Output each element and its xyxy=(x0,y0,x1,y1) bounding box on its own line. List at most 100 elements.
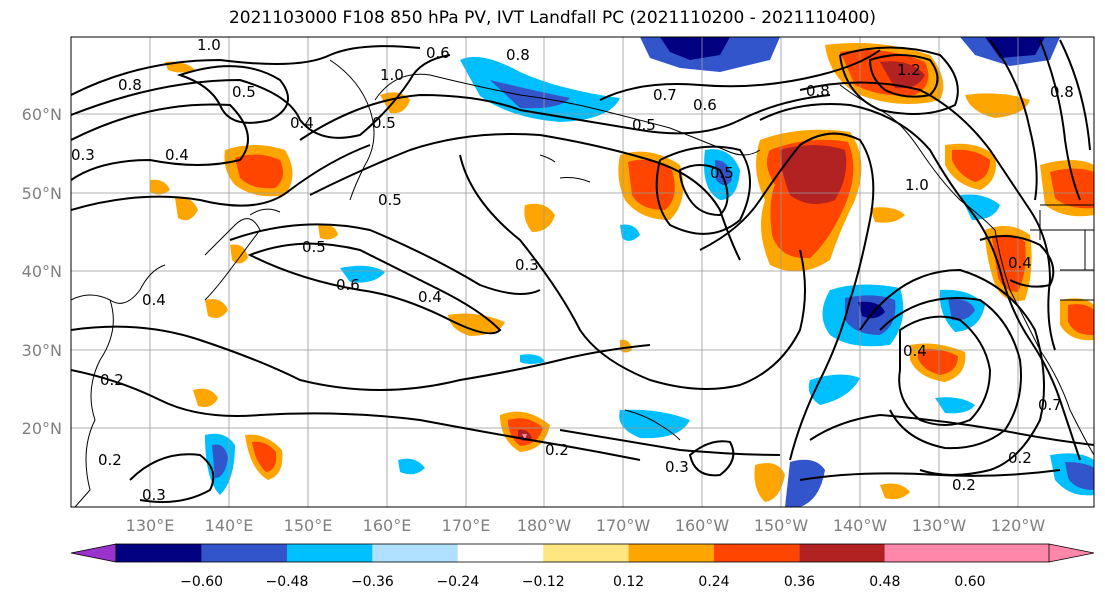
colorbar-segment xyxy=(116,544,202,562)
colorbar-label: 0.36 xyxy=(784,574,815,590)
contour-label: 0.8 xyxy=(506,46,530,64)
positive-anomaly-region xyxy=(780,145,847,204)
contour-label: 0.3 xyxy=(71,146,95,164)
colorbar-segment xyxy=(799,544,885,562)
contour-label: 0.4 xyxy=(903,342,927,360)
contour-label: 0.8 xyxy=(1050,83,1074,101)
negative-anomaly-region xyxy=(620,224,640,241)
positive-anomaly-region xyxy=(880,483,910,500)
contour-label: 1.0 xyxy=(197,36,221,54)
negative-anomaly-region xyxy=(808,374,860,405)
negative-anomaly-region xyxy=(785,459,825,507)
negative-anomaly-region xyxy=(212,444,228,478)
positive-anomaly-region xyxy=(1050,168,1094,209)
colorbar-segment xyxy=(287,544,373,562)
negative-anomaly-region xyxy=(935,397,975,414)
contour-label: 0.4 xyxy=(418,288,442,306)
contour-label: 0.5 xyxy=(232,83,256,101)
colorbar-label: 0.24 xyxy=(698,574,729,590)
contour-label: 1.2 xyxy=(897,61,921,79)
colorbar-segment xyxy=(543,544,629,562)
contour-label: 0.2 xyxy=(100,371,124,389)
coastlines xyxy=(71,59,1094,507)
map-title: 2021103000 F108 850 hPa PV, IVT Landfall… xyxy=(228,8,876,28)
latitude-label: 60°N xyxy=(22,105,62,124)
contour-label: 0.2 xyxy=(98,451,122,469)
contour-label: 0.7 xyxy=(653,86,677,104)
positive-anomaly-region xyxy=(522,434,527,440)
contour-label: 0.4 xyxy=(1008,254,1032,272)
latitude-label: 20°N xyxy=(22,419,62,438)
contour-label: 0.3 xyxy=(665,458,689,476)
negative-anomaly-region xyxy=(398,458,425,475)
contour-label: 0.5 xyxy=(302,238,326,256)
positive-anomaly-region xyxy=(175,197,198,221)
positive-anomaly-region xyxy=(193,388,218,407)
contour-label: 0.8 xyxy=(806,82,830,100)
positive-anomaly-region xyxy=(318,224,338,240)
pv-contours xyxy=(71,39,1094,503)
longitude-label: 130°E xyxy=(126,516,175,535)
contour-label: 0.2 xyxy=(545,441,569,459)
contour-label: 0.6 xyxy=(426,44,450,62)
longitude-label: 170°E xyxy=(442,516,491,535)
colorbar-label: −0.48 xyxy=(266,574,309,590)
contour-label: 0.7 xyxy=(1038,396,1062,414)
contour-label: 0.4 xyxy=(290,114,314,132)
negative-anomaly-region xyxy=(1065,462,1094,490)
latitude-labels: 60°N 50°N 40°N 30°N 20°N xyxy=(22,105,62,438)
longitude-label: 120°W xyxy=(991,516,1046,535)
longitude-label: 150°E xyxy=(284,516,333,535)
negative-anomaly-region xyxy=(490,80,570,109)
colorbar-label: −0.12 xyxy=(522,574,565,590)
contour-label: 1.0 xyxy=(905,176,929,194)
contour-label: 0.5 xyxy=(632,116,656,134)
positive-anomaly-region xyxy=(165,61,195,73)
latitude-label: 30°N xyxy=(22,341,62,360)
colorbar-label: −0.36 xyxy=(351,574,394,590)
pv-shading-layer xyxy=(150,37,1094,507)
colorbar-label: 0.60 xyxy=(954,574,985,590)
colorbar-segment xyxy=(201,544,287,562)
positive-anomaly-region xyxy=(205,299,228,318)
positive-anomaly-region xyxy=(628,159,675,210)
contour-label: 0.8 xyxy=(118,76,142,94)
contour-labels: 1.0 0.8 0.5 0.4 0.6 0.8 0.7 0.6 0.5 1.0 … xyxy=(71,36,1074,504)
positive-anomaly-region xyxy=(150,179,170,195)
colorbar: −0.60 −0.48 −0.36 −0.24 −0.12 0.12 0.24 … xyxy=(70,543,1095,590)
colorbar-outline-right xyxy=(1048,543,1095,563)
contour-label: 0.4 xyxy=(165,146,189,164)
latitude-label: 50°N xyxy=(22,184,62,203)
positive-anomaly-region xyxy=(880,61,925,89)
longitude-label: 150°W xyxy=(754,516,809,535)
contour-label: 0.3 xyxy=(142,486,166,504)
negative-anomaly-region xyxy=(960,194,1000,220)
contour-label: 0.6 xyxy=(693,96,717,114)
colorbar-label: −0.60 xyxy=(180,574,223,590)
colorbar-segment xyxy=(372,544,458,562)
contour-label: 0.5 xyxy=(378,191,402,209)
colorbar-extend-right xyxy=(884,544,1094,562)
longitude-label: 170°W xyxy=(596,516,651,535)
positive-anomaly-region xyxy=(965,93,1030,118)
contour-label: 0.2 xyxy=(952,476,976,494)
positive-anomaly-region xyxy=(1068,304,1094,336)
contour-label: 0.6 xyxy=(336,276,360,294)
positive-anomaly-region xyxy=(992,234,1026,292)
contour-label: 1.0 xyxy=(380,66,404,84)
contour-label: 0.5 xyxy=(372,114,396,132)
colorbar-extend-left xyxy=(70,543,117,563)
positive-anomaly-region xyxy=(870,207,905,223)
negative-anomaly-region xyxy=(948,298,975,321)
negative-anomaly-region xyxy=(340,265,385,283)
positive-anomaly-region xyxy=(235,154,284,189)
colorbar-label: 0.12 xyxy=(613,574,644,590)
longitude-label: 180°W xyxy=(517,516,572,535)
colorbar-label: −0.24 xyxy=(436,574,479,590)
colorbar-segment xyxy=(457,544,544,562)
colorbar-segment xyxy=(714,544,800,562)
longitude-label: 160°E xyxy=(363,516,412,535)
positive-anomaly-region xyxy=(252,441,277,472)
negative-anomaly-region xyxy=(715,160,732,185)
contour-label: 0.3 xyxy=(515,256,539,274)
